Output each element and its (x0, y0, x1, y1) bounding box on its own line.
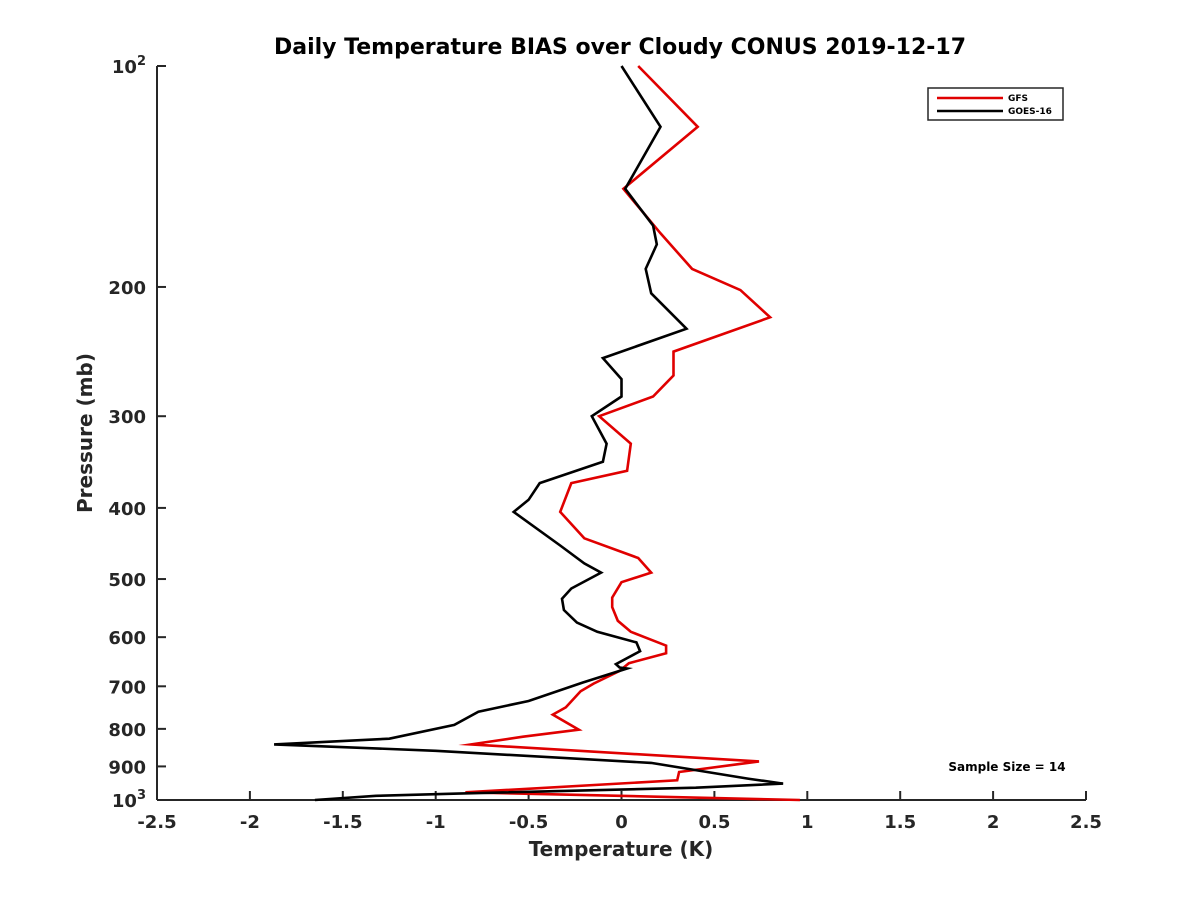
x-tick-label: 2 (987, 812, 1000, 833)
y-tick-label: 800 (108, 720, 146, 741)
y-tick-label: 700 (108, 677, 146, 698)
sample-size-annotation: Sample Size = 14 (948, 760, 1065, 774)
x-tick-label: 0.5 (698, 812, 730, 833)
legend-label: GFS (1008, 94, 1028, 104)
legend: GFS GOES-16 (927, 87, 1064, 121)
y-tick-label: 500 (108, 570, 146, 591)
legend-label: GOES-16 (1008, 107, 1052, 117)
series-layer (274, 65, 800, 802)
x-tick-label: 0 (615, 812, 628, 833)
x-tick-label: -0.5 (509, 812, 548, 833)
x-tick-label: -2 (240, 812, 260, 833)
x-tick-label: 2.5 (1070, 812, 1102, 833)
series-line-gfs (458, 65, 800, 802)
y-tick-label: 400 (108, 499, 146, 520)
y-tick-label: 200 (108, 278, 146, 299)
y-tick-label: 103 (112, 788, 146, 812)
axes-frame: -2.5 -2 -1.5 -1 -0.5 0 0.5 1 1.5 2 2.5 102 200 300 400… (108, 54, 1102, 833)
series-line-goes-16 (274, 65, 784, 802)
y-tick-label: 900 (108, 757, 146, 778)
y-tick-label: 102 (112, 54, 146, 78)
y-tick-label: 300 (108, 407, 146, 428)
x-tick-label: -2.5 (137, 812, 176, 833)
y-axis-label: Pressure (mb) (73, 353, 97, 513)
x-tick-label: 1 (801, 812, 814, 833)
chart-title: Daily Temperature BIAS over Cloudy CONUS… (274, 35, 966, 60)
x-axis-label: Temperature (K) (529, 837, 714, 861)
x-tick-label: -1.5 (323, 812, 362, 833)
y-tick-label: 600 (108, 628, 146, 649)
legend-box (927, 87, 1064, 121)
x-tick-label: 1.5 (884, 812, 916, 833)
x-tick-label: -1 (426, 812, 446, 833)
